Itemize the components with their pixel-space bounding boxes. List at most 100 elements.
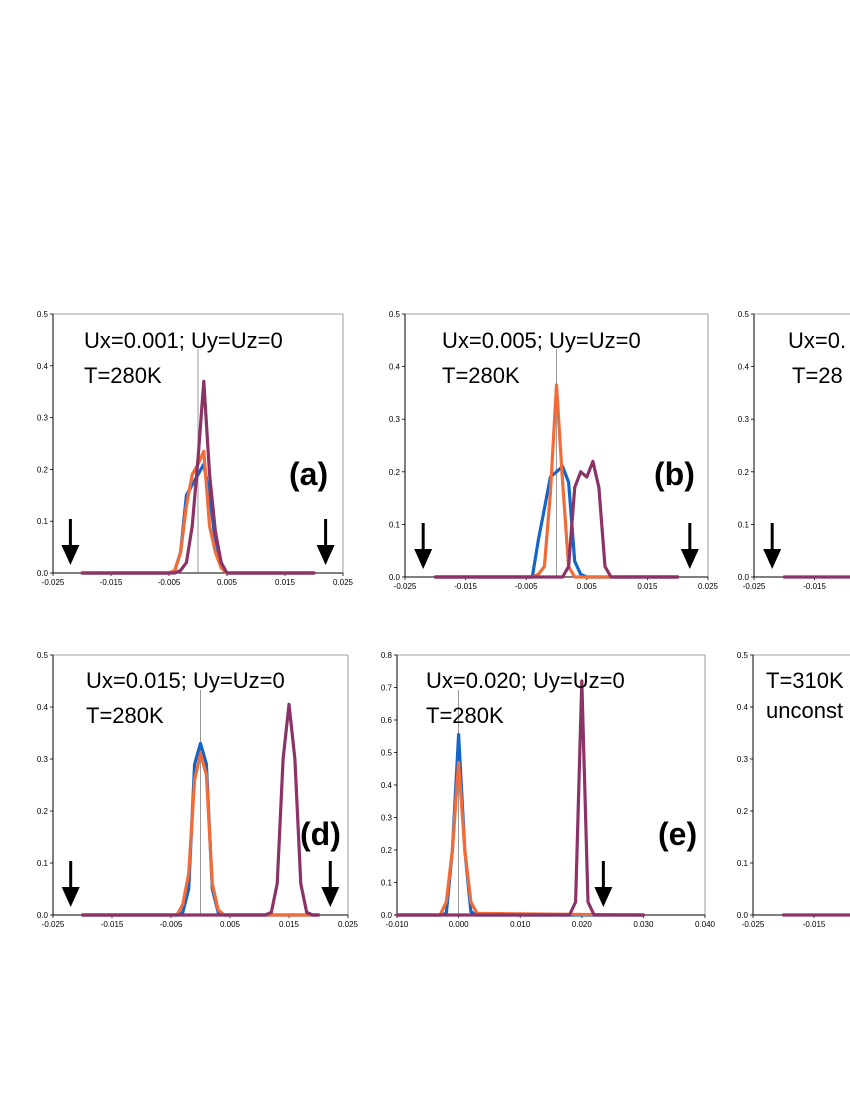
y-tick-label: 0.0 <box>737 911 749 920</box>
x-tick-label: -0.025 <box>394 582 417 591</box>
series-line-purple <box>80 379 316 575</box>
series-line-orange <box>80 752 321 917</box>
y-tick-label: 0.2 <box>37 465 49 474</box>
x-tick-label: 0.010 <box>510 920 531 929</box>
x-tick-label: -0.005 <box>158 578 181 587</box>
y-tick-label: 0.1 <box>737 859 749 868</box>
chart-annotation: T=280K <box>442 363 520 388</box>
y-tick-label: 0.3 <box>381 814 393 823</box>
down-arrow-icon <box>61 519 80 565</box>
x-tick-label: 0.025 <box>338 920 359 929</box>
y-tick-label: 0.1 <box>389 520 401 529</box>
x-tick-label: -0.015 <box>100 578 123 587</box>
y-tick-label: 0.4 <box>389 363 401 372</box>
x-tick-label: 0.020 <box>572 920 593 929</box>
y-tick-label: 0.0 <box>389 573 401 582</box>
y-tick-label: 0.1 <box>381 879 393 888</box>
y-tick-label: 0.4 <box>37 362 49 371</box>
x-tick-label: -0.005 <box>515 582 538 591</box>
down-arrow-icon <box>316 519 335 565</box>
series-line-blue <box>433 464 680 579</box>
chart-annotation: T=280K <box>426 703 504 728</box>
x-tick-label: 0.040 <box>695 920 716 929</box>
y-tick-label: 0.5 <box>737 651 749 660</box>
x-tick-label: -0.025 <box>42 920 65 929</box>
panel-label: (e) <box>658 816 697 852</box>
chart-panel-a: 0.0 0.1 0.2 0.3 0.4 0.5 -0.025 -0.015 -0.005 0.00… <box>37 310 354 587</box>
x-tick-label: 0.015 <box>279 920 300 929</box>
x-tick-label: -0.015 <box>101 920 124 929</box>
chart-annotation: unconst <box>766 698 843 723</box>
chart-annotation: Ux=0.005; Uy=Uz=0 <box>442 328 641 353</box>
y-tick-label: 0.2 <box>389 468 401 477</box>
series-line-purple <box>80 702 321 917</box>
chart-panel-f: 0.0 0.1 0.2 0.3 0.4 0.5 -0.025 -0.015 T=310K unco… <box>737 651 850 929</box>
x-tick-label: 0.015 <box>275 578 296 587</box>
y-tick-label: 0.1 <box>37 517 49 526</box>
y-tick-label: 0.3 <box>738 415 750 424</box>
y-tick-label: 0.2 <box>381 846 393 855</box>
y-tick-label: 0.0 <box>37 569 49 578</box>
y-tick-label: 0.4 <box>381 781 393 790</box>
y-tick-label: 0.5 <box>389 310 401 319</box>
x-tick-label: -0.010 <box>386 920 409 929</box>
y-tick-label: 0.0 <box>381 911 393 920</box>
y-tick-label: 0.4 <box>737 703 749 712</box>
y-tick-label: 0.3 <box>737 755 749 764</box>
down-arrow-icon <box>414 523 433 569</box>
y-tick-label: 0.6 <box>381 716 393 725</box>
panel-label: (a) <box>289 456 328 492</box>
y-tick-label: 0.5 <box>738 310 750 319</box>
down-arrow-icon <box>61 861 80 907</box>
x-tick-label: 0.005 <box>577 582 598 591</box>
y-tick-label: 0.3 <box>37 414 49 423</box>
down-arrow-icon <box>594 861 613 907</box>
y-tick-label: 0.3 <box>389 415 401 424</box>
y-tick-label: 0.4 <box>738 363 750 372</box>
chart-annotation: T=28 <box>792 363 843 388</box>
chart-annotation: T=310K <box>766 668 844 693</box>
x-tick-label: 0.005 <box>220 920 241 929</box>
x-tick-label: 0.015 <box>637 582 658 591</box>
down-arrow-icon <box>680 523 699 569</box>
x-tick-label: -0.005 <box>160 920 183 929</box>
x-tick-label: 0.005 <box>217 578 238 587</box>
x-tick-label: 0.000 <box>449 920 470 929</box>
series-line-purple <box>395 679 646 917</box>
x-tick-label: -0.025 <box>42 578 65 587</box>
y-tick-label: 0.5 <box>37 310 49 319</box>
y-tick-label: 0.2 <box>37 807 49 816</box>
y-tick-label: 0.5 <box>381 749 393 758</box>
y-tick-label: 0.4 <box>37 703 49 712</box>
x-tick-label: -0.015 <box>803 920 826 929</box>
down-arrow-icon <box>321 861 340 907</box>
y-tick-label: 0.0 <box>37 911 49 920</box>
y-tick-label: 0.8 <box>381 651 393 660</box>
chart-panel-e: 0.0 0.1 0.2 0.3 0.4 0.5 0.6 0.7 0.8 -0.010 0.000 0.… <box>381 651 716 929</box>
y-tick-label: 0.5 <box>37 651 49 660</box>
series-line-purple <box>433 459 680 579</box>
chart-annotation: Ux=0.020; Uy=Uz=0 <box>426 668 625 693</box>
chart-annotation: Ux=0.001; Uy=Uz=0 <box>84 328 283 353</box>
x-tick-label: 0.025 <box>333 578 354 587</box>
chart-panel-b: 0.0 0.1 0.2 0.3 0.4 0.5 -0.025 -0.015 -0.005 0.00… <box>389 310 719 591</box>
series-line-orange <box>395 760 646 917</box>
x-tick-label: 0.030 <box>633 920 654 929</box>
down-arrow-icon <box>763 523 782 569</box>
x-tick-label: -0.015 <box>803 582 826 591</box>
y-tick-label: 0.3 <box>37 755 49 764</box>
panel-label: (b) <box>654 456 695 492</box>
y-tick-label: 0.2 <box>738 468 750 477</box>
y-tick-label: 0.7 <box>381 684 393 693</box>
y-tick-label: 0.1 <box>738 520 750 529</box>
y-tick-label: 0.2 <box>737 807 749 816</box>
chart-annotation: T=280K <box>84 363 162 388</box>
chart-annotation: Ux=0.015; Uy=Uz=0 <box>86 668 285 693</box>
x-tick-label: -0.025 <box>742 920 765 929</box>
x-tick-label: 0.025 <box>698 582 719 591</box>
y-tick-label: 0.0 <box>738 573 750 582</box>
y-tick-label: 0.1 <box>37 859 49 868</box>
chart-annotation: T=280K <box>86 703 164 728</box>
x-tick-label: -0.015 <box>454 582 477 591</box>
